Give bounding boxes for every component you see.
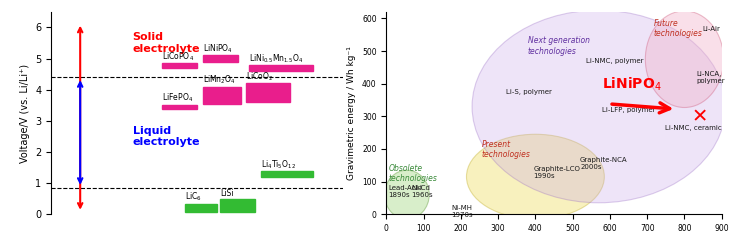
Text: Present
technologies: Present technologies (481, 140, 530, 159)
Text: Li-NCA,
polymer: Li-NCA, polymer (697, 71, 725, 84)
Bar (162, 63, 197, 68)
Text: Li-NMC, ceramic: Li-NMC, ceramic (665, 125, 722, 131)
Bar (220, 199, 255, 212)
Bar (249, 65, 313, 71)
Y-axis label: Gravimetric energy / Wh kg⁻¹: Gravimetric energy / Wh kg⁻¹ (348, 46, 356, 180)
Text: Graphite-NCA
2000s: Graphite-NCA 2000s (580, 157, 628, 170)
Text: Li-LFP, polymer: Li-LFP, polymer (602, 107, 656, 113)
Bar (203, 87, 241, 104)
Y-axis label: Voltage/V (vs. Li/Li⁺): Voltage/V (vs. Li/Li⁺) (20, 64, 29, 163)
Text: Graphite-LCO
1990s: Graphite-LCO 1990s (534, 166, 580, 179)
Text: Liquid
electrolyte: Liquid electrolyte (133, 126, 200, 147)
Bar (185, 204, 217, 212)
Text: LiC$_6$: LiC$_6$ (185, 191, 202, 203)
Text: Li-Air: Li-Air (702, 26, 720, 32)
Text: Lead-Acid
1890s: Lead-Acid 1890s (389, 185, 422, 198)
Text: LiCoO$_2$: LiCoO$_2$ (246, 70, 273, 83)
Ellipse shape (384, 170, 429, 219)
Text: Li-NMC, polymer: Li-NMC, polymer (585, 58, 643, 64)
Text: LiFePO$_4$: LiFePO$_4$ (162, 92, 193, 104)
Text: Ni-MH
1970s: Ni-MH 1970s (451, 205, 473, 218)
Text: Li$_4$Ti$_5$O$_{12}$: Li$_4$Ti$_5$O$_{12}$ (261, 158, 296, 171)
Bar (261, 171, 313, 178)
Text: LiSi: LiSi (220, 189, 234, 198)
Ellipse shape (645, 11, 724, 108)
Text: LiNiPO$_4$: LiNiPO$_4$ (203, 42, 233, 55)
Text: LiNi$_{0.5}$Mn$_{1.5}$O$_4$: LiNi$_{0.5}$Mn$_{1.5}$O$_4$ (249, 52, 304, 65)
Text: LiMn$_2$O$_4$: LiMn$_2$O$_4$ (203, 74, 235, 86)
Text: Obsolete
technologies: Obsolete technologies (389, 164, 437, 183)
Text: ✕: ✕ (691, 108, 708, 126)
Text: Solid
electrolyte: Solid electrolyte (133, 32, 200, 54)
Text: Future
technologies: Future technologies (654, 19, 703, 39)
Text: Ni-Cd
1960s: Ni-Cd 1960s (412, 185, 433, 198)
Text: Li-S, polymer: Li-S, polymer (506, 89, 551, 94)
Text: Next generation
technologies: Next generation technologies (528, 36, 590, 56)
Bar (203, 55, 238, 62)
Ellipse shape (467, 134, 604, 219)
Bar (246, 84, 290, 102)
Text: LiCoPO$_4$: LiCoPO$_4$ (162, 50, 194, 63)
Text: LiNiPO$_4$: LiNiPO$_4$ (602, 76, 662, 93)
Bar (162, 105, 197, 109)
Ellipse shape (472, 10, 725, 203)
